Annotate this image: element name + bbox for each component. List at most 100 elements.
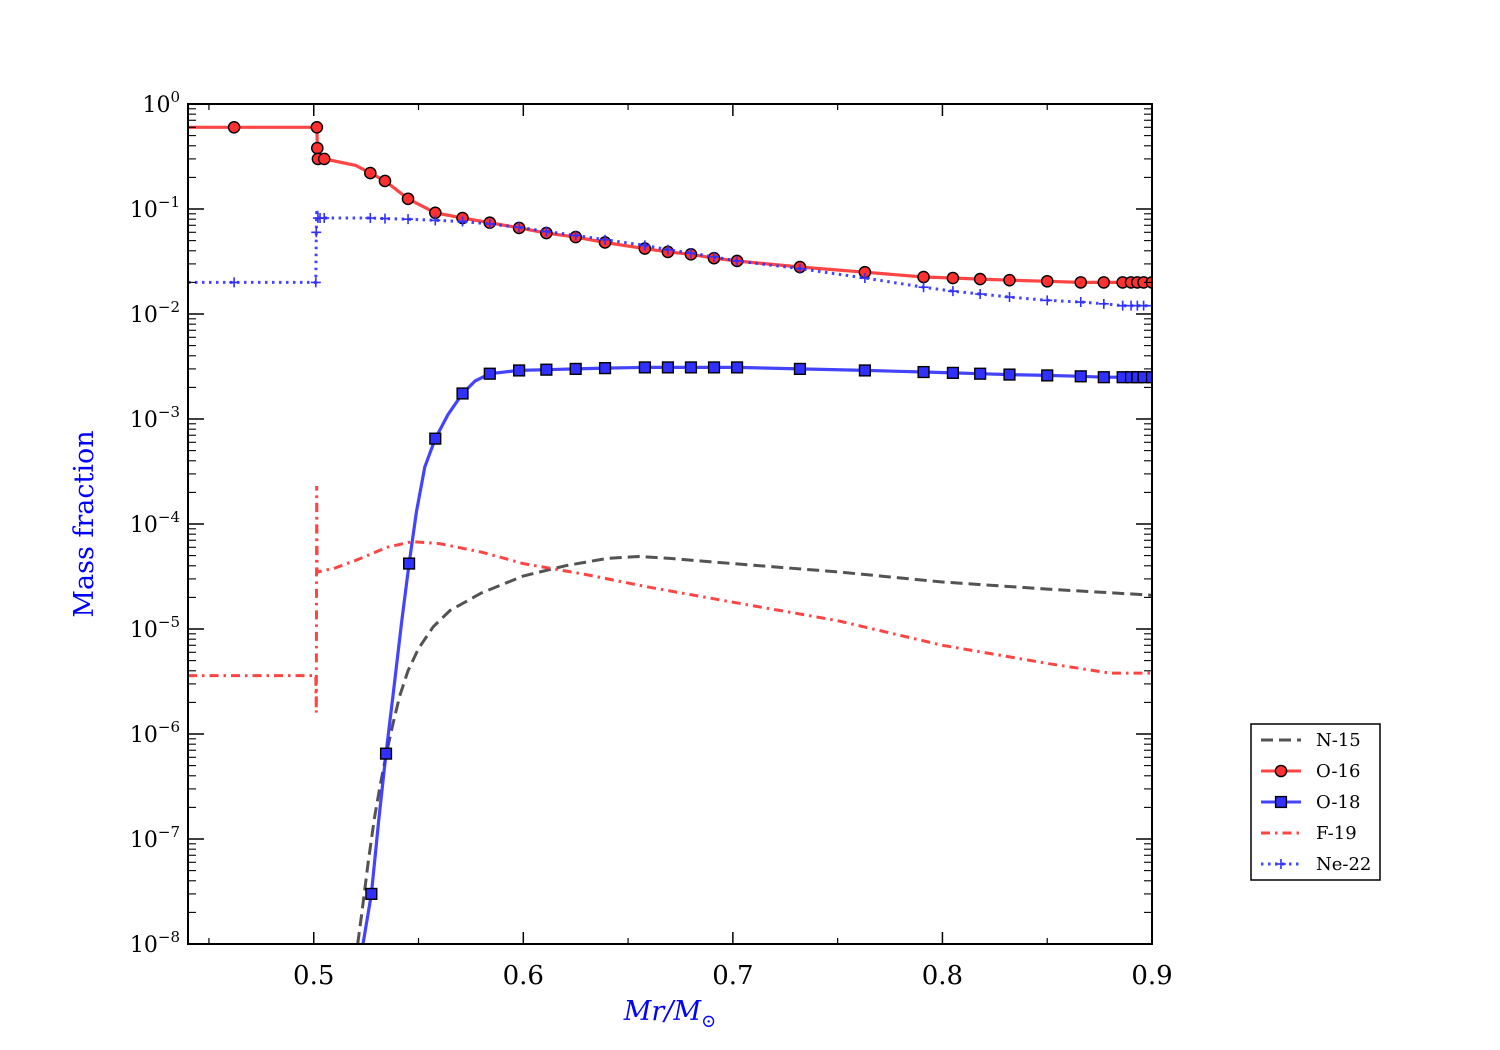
x-tick-label: 0.5 — [293, 961, 334, 991]
legend-label-o-16: O-16 — [1316, 761, 1360, 782]
data-point-ne-22 — [1042, 295, 1053, 306]
y-tick-label: 10−6 — [130, 718, 180, 748]
data-point-o-18 — [1074, 370, 1087, 383]
data-point-ne-22 — [794, 263, 805, 274]
data-point-ne-22 — [600, 234, 611, 245]
legend-entry-n-15: N-15 — [1261, 730, 1361, 751]
data-point-o-18 — [569, 362, 582, 376]
data-point-o-18 — [793, 362, 807, 376]
data-point-ne-22 — [859, 273, 870, 284]
x-tick-label: 0.9 — [1131, 961, 1172, 991]
data-point-o-18 — [661, 361, 675, 374]
data-point-o-18 — [1097, 371, 1110, 384]
data-point-ne-22 — [457, 216, 468, 227]
data-point-o-18 — [379, 747, 393, 760]
data-point-ne-22 — [639, 240, 650, 251]
series-n-15 — [356, 554, 1152, 944]
data-point-ne-22 — [310, 277, 321, 288]
data-point-ne-22 — [430, 215, 441, 226]
data-point-ne-22 — [709, 251, 720, 262]
data-point-ne-22 — [541, 226, 552, 237]
series-line-n-15 — [356, 554, 1152, 944]
series-line-o-18 — [361, 365, 1152, 944]
data-point-ne-22 — [229, 277, 240, 288]
x-tick-label: 0.8 — [922, 961, 963, 991]
x-axis-title-m: M — [672, 996, 702, 1027]
data-point-o-18 — [707, 361, 721, 374]
data-point-ne-22 — [1075, 297, 1086, 308]
data-point-ne-22 — [403, 214, 414, 225]
data-point-ne-22 — [311, 227, 322, 238]
data-point-ne-22 — [662, 244, 673, 255]
data-point-o-16 — [310, 120, 324, 134]
data-point-ne-22 — [975, 289, 986, 300]
data-point-o-18 — [1041, 369, 1054, 382]
data-point-o-18 — [917, 365, 930, 379]
data-point-o-18 — [513, 364, 526, 377]
legend-marker-o-16 — [1274, 764, 1288, 778]
data-point-o-16 — [311, 141, 324, 155]
x-axis-title-main: Mr — [623, 996, 667, 1027]
y-tick-label: 10−5 — [130, 613, 180, 643]
x-axis-title-sub: ⊙ — [701, 1011, 716, 1032]
legend: N-15 O-16 O-18 F-19 Ne-22 — [1250, 723, 1381, 881]
x-axis-title: Mr/M⊙ — [623, 996, 716, 1032]
legend-entry-f-19: F-19 — [1261, 823, 1357, 844]
series-line-f-19 — [188, 485, 1152, 713]
data-point-ne-22 — [685, 248, 696, 259]
series-line-o-16 — [188, 125, 1152, 284]
data-point-o-16 — [917, 270, 930, 284]
series-f-19 — [188, 485, 1152, 713]
data-point-ne-22 — [947, 286, 958, 297]
data-point-o-18 — [974, 367, 987, 380]
x-axis-title-sep: / — [661, 996, 676, 1027]
x-tick-label: 0.6 — [503, 961, 544, 991]
data-point-o-18 — [483, 367, 496, 380]
data-point-o-16 — [1040, 274, 1054, 288]
legend-entry-o-18: O-18 — [1261, 792, 1360, 813]
legend-label-f-19: F-19 — [1316, 823, 1357, 844]
y-tick-label: 10−1 — [130, 193, 180, 223]
data-point-o-16 — [1097, 276, 1111, 289]
series-layer — [188, 120, 1152, 944]
y-tick-label: 10−4 — [130, 508, 180, 538]
series-o-16 — [188, 120, 1152, 289]
ticks-layer: 0.5 0.6 0.7 0.8 0.9 100 10−1 10−2 10−3 10−4 10−5 10… — [130, 88, 1173, 991]
series-ne-22 — [188, 208, 1152, 311]
data-point-ne-22 — [1138, 300, 1149, 311]
data-point-ne-22 — [570, 230, 581, 241]
x-tick-label: 0.7 — [712, 961, 753, 991]
data-point-o-18 — [365, 887, 378, 901]
data-point-ne-22 — [732, 255, 743, 266]
plot-frame — [187, 103, 1153, 945]
data-point-ne-22 — [1117, 300, 1128, 311]
data-point-o-16 — [946, 271, 960, 285]
data-point-o-16 — [401, 192, 415, 206]
data-point-o-18 — [456, 387, 469, 400]
data-point-o-18 — [946, 366, 960, 379]
legend-label-n-15: N-15 — [1316, 730, 1361, 751]
data-point-o-18 — [429, 432, 442, 445]
data-point-ne-22 — [1098, 298, 1109, 309]
data-point-ne-22 — [1147, 300, 1152, 311]
data-point-o-18 — [730, 361, 744, 374]
data-point-o-18 — [598, 362, 612, 375]
data-point-ne-22 — [319, 213, 330, 224]
data-point-ne-22 — [365, 213, 376, 224]
data-point-o-16 — [378, 174, 392, 188]
data-point-o-16 — [1003, 273, 1016, 287]
y-tick-label: 10−2 — [130, 298, 180, 328]
y-tick-label: 10−3 — [130, 403, 180, 433]
data-point-ne-22 — [379, 213, 390, 224]
data-point-o-18 — [638, 361, 651, 374]
data-point-ne-22 — [514, 222, 525, 233]
series-o-18 — [361, 361, 1152, 944]
y-axis-title: Mass fraction — [69, 430, 100, 617]
data-point-o-18 — [402, 557, 416, 570]
legend-marker-ne-22 — [1276, 859, 1286, 869]
data-point-ne-22 — [1004, 292, 1015, 303]
data-point-o-16 — [973, 272, 987, 286]
legend-label-ne-22: Ne-22 — [1316, 854, 1371, 875]
data-point-o-16 — [317, 152, 331, 166]
